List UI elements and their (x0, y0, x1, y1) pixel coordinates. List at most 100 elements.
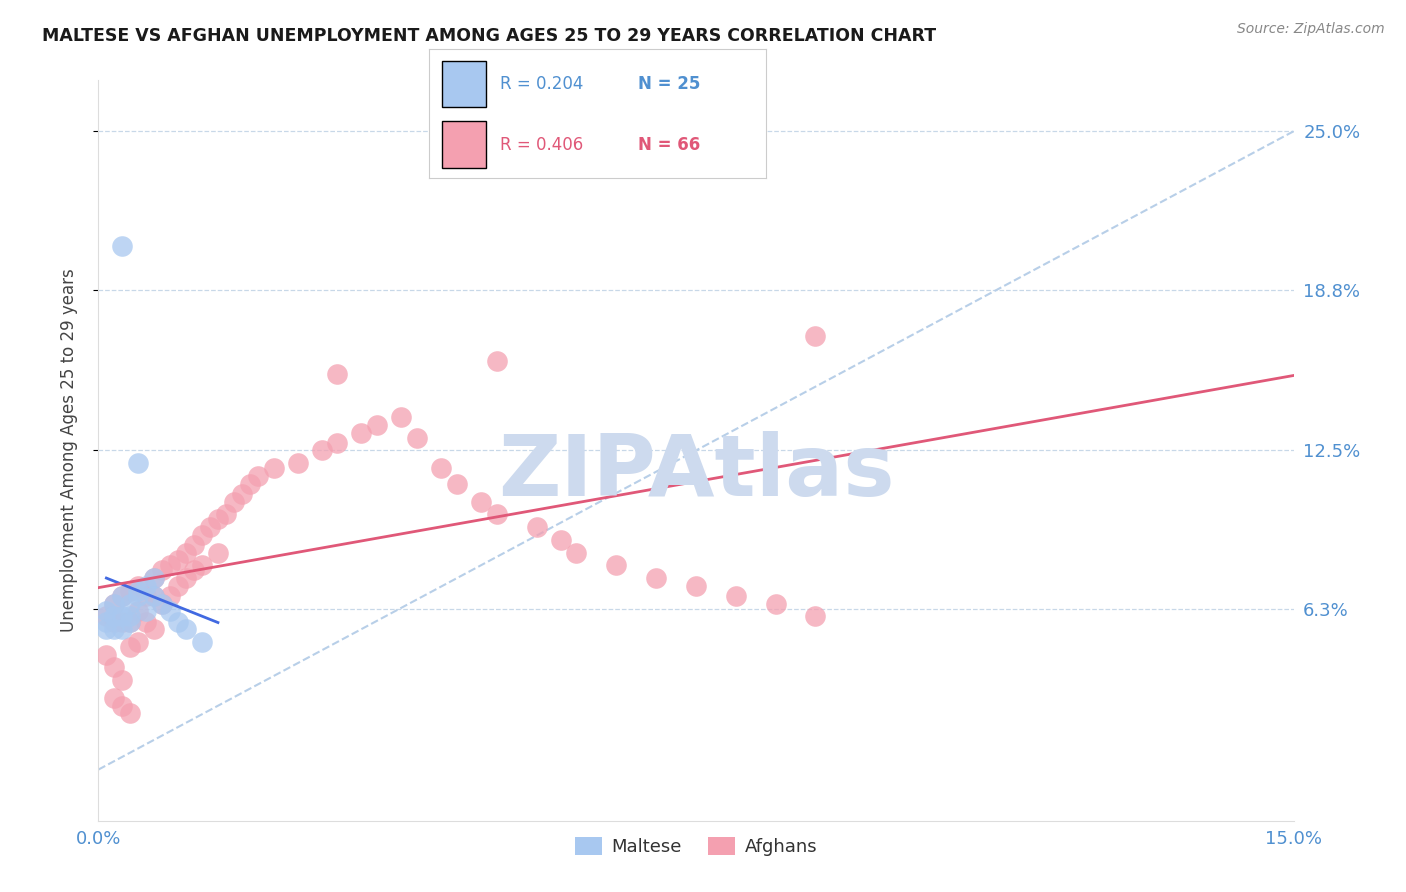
Point (326, 367, 349, 381)
Point (222, 494, 245, 508)
Y-axis label: Unemployment Among Ages 25 to 29 years: Unemployment Among Ages 25 to 29 years (59, 268, 77, 632)
Point (111, 589, 134, 603)
Point (96, 615, 118, 629)
Point (111, 615, 134, 629)
Point (120, 609, 142, 624)
Legend: Maltese, Afghans: Maltese, Afghans (568, 830, 824, 863)
Point (120, 706, 142, 721)
Point (446, 476, 468, 491)
Point (183, 538, 205, 552)
Point (135, 604, 157, 618)
Text: N = 25: N = 25 (638, 75, 700, 93)
Point (120, 640, 142, 654)
Point (526, 520, 548, 534)
Point (127, 456, 149, 470)
Point (143, 589, 166, 603)
Point (159, 604, 181, 618)
Point (263, 461, 285, 475)
Point (485, 508, 508, 522)
Point (198, 520, 221, 534)
Point (804, 609, 827, 624)
Point (215, 508, 238, 522)
Point (605, 558, 627, 573)
Point (350, 425, 373, 440)
Point (645, 571, 668, 585)
Point (287, 456, 309, 470)
Point (103, 597, 125, 611)
Point (174, 571, 197, 585)
FancyBboxPatch shape (443, 61, 486, 107)
Point (191, 635, 214, 649)
Point (470, 494, 492, 508)
Point (135, 579, 157, 593)
Point (143, 571, 166, 585)
Text: R = 0.204: R = 0.204 (499, 75, 583, 93)
Point (127, 635, 149, 649)
Point (135, 615, 157, 629)
Point (120, 615, 142, 629)
Point (183, 564, 205, 578)
Point (150, 597, 173, 611)
Point (120, 615, 142, 629)
Text: R = 0.406: R = 0.406 (499, 136, 583, 153)
Point (135, 589, 157, 603)
Point (685, 579, 707, 593)
FancyBboxPatch shape (443, 121, 486, 168)
Point (246, 469, 269, 483)
Point (127, 604, 149, 618)
Point (765, 597, 787, 611)
Point (103, 597, 125, 611)
Point (159, 589, 181, 603)
Point (143, 622, 166, 636)
Text: ZIPAtlas: ZIPAtlas (498, 431, 894, 514)
Text: Source: ZipAtlas.com: Source: ZipAtlas.com (1237, 22, 1385, 37)
Point (111, 609, 134, 624)
Point (111, 673, 134, 688)
Point (311, 443, 333, 458)
Point (326, 435, 349, 450)
Point (804, 328, 827, 343)
Text: MALTESE VS AFGHAN UNEMPLOYMENT AMONG AGES 25 TO 29 YEARS CORRELATION CHART: MALTESE VS AFGHAN UNEMPLOYMENT AMONG AGE… (42, 27, 936, 45)
Point (127, 579, 149, 593)
Point (191, 527, 214, 541)
Point (167, 553, 190, 567)
Point (430, 461, 453, 475)
Point (150, 564, 173, 578)
Point (724, 589, 747, 603)
Point (191, 558, 214, 573)
Point (159, 558, 181, 573)
Point (103, 660, 125, 674)
Point (143, 589, 166, 603)
Point (111, 698, 134, 713)
Point (167, 579, 190, 593)
Point (239, 476, 262, 491)
Point (103, 615, 125, 629)
Text: N = 66: N = 66 (638, 136, 700, 153)
Point (167, 615, 190, 629)
Point (96, 604, 118, 618)
Point (96, 648, 118, 662)
Point (120, 597, 142, 611)
Point (174, 622, 197, 636)
Point (565, 545, 588, 559)
Point (174, 545, 197, 559)
Point (207, 512, 229, 526)
Point (389, 410, 412, 425)
Point (127, 583, 149, 598)
Point (103, 622, 125, 636)
Point (150, 597, 173, 611)
Point (366, 417, 388, 432)
Point (96, 622, 118, 636)
Point (111, 622, 134, 636)
Point (103, 691, 125, 706)
Point (207, 545, 229, 559)
Point (143, 571, 166, 585)
Point (550, 533, 572, 547)
Point (127, 589, 149, 603)
Point (103, 609, 125, 624)
Point (406, 431, 429, 445)
Point (96, 609, 118, 624)
Point (111, 589, 134, 603)
Point (485, 354, 508, 368)
Point (120, 583, 142, 598)
